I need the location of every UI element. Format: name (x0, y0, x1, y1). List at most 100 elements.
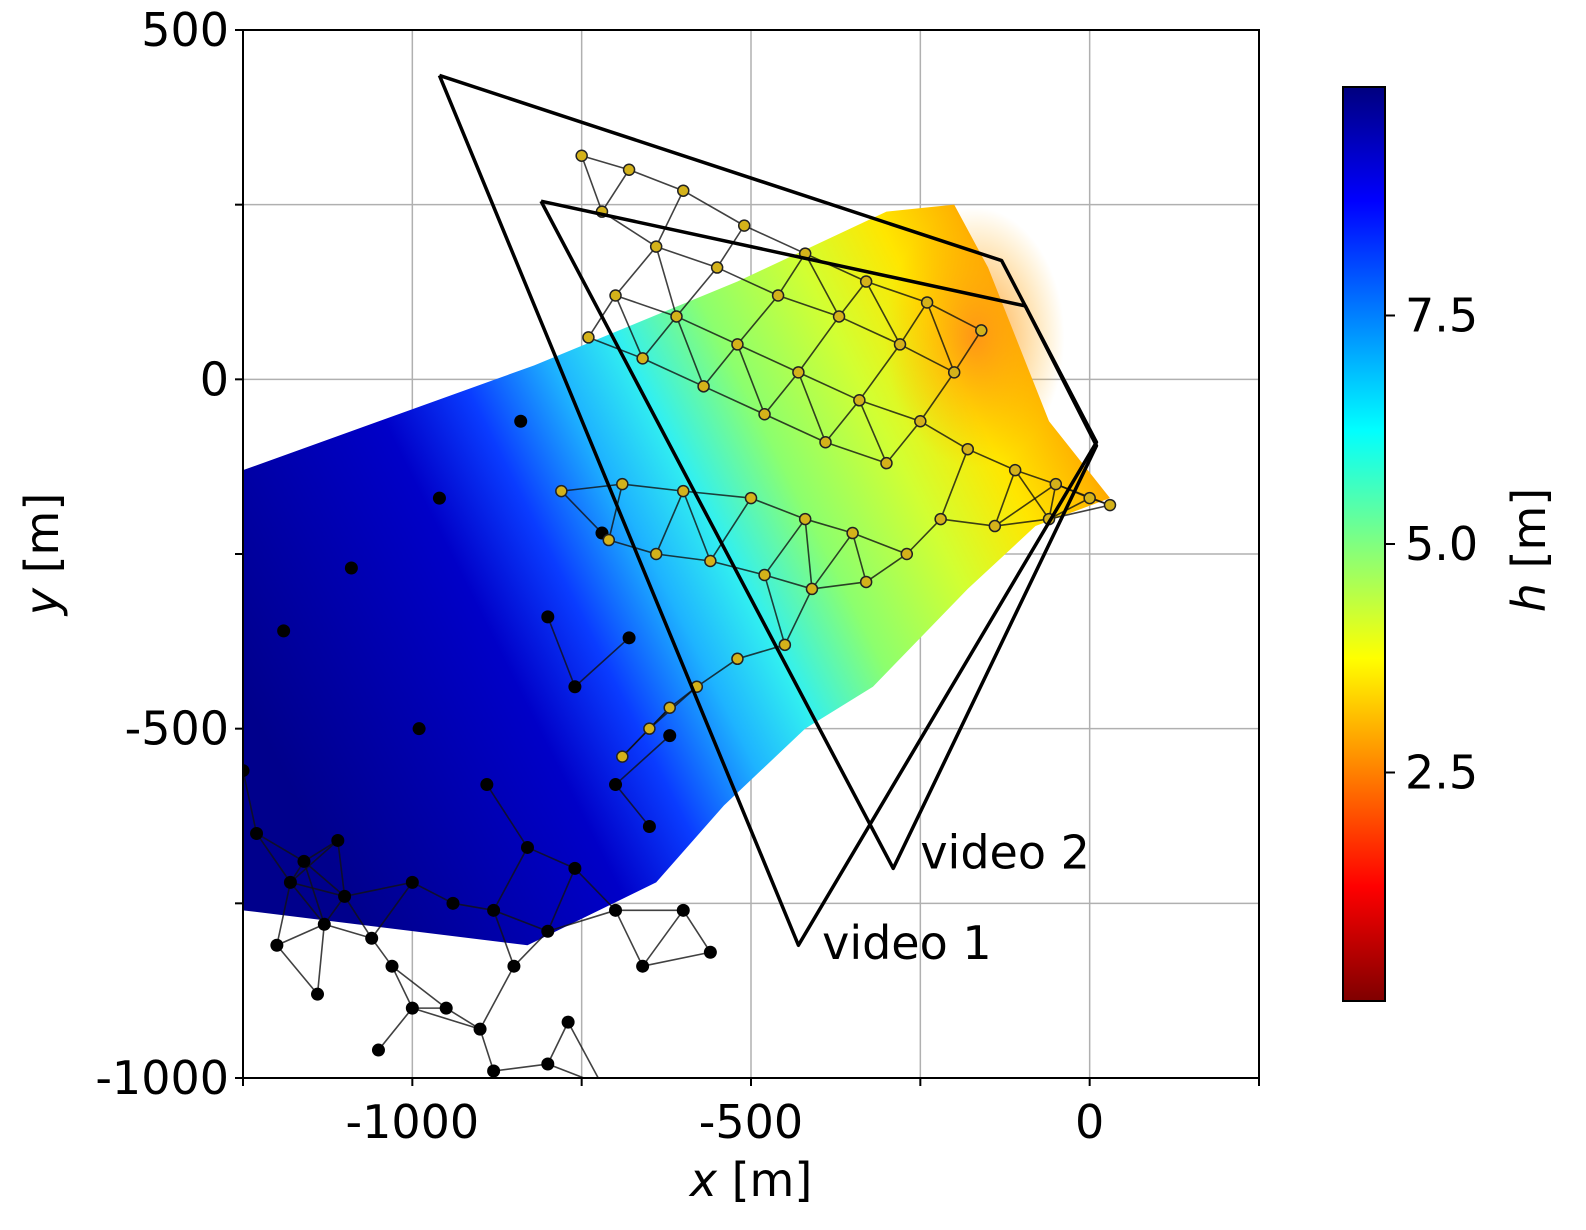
track-segment (337, 840, 346, 897)
shallow-point (832, 310, 846, 323)
track-segment (953, 329, 982, 373)
track-segment (851, 532, 867, 583)
shallow-points (555, 149, 1117, 763)
video-footprints (437, 73, 1099, 948)
track-segment (276, 882, 292, 946)
shallow-point (710, 261, 724, 274)
track-segment (737, 343, 799, 374)
shallow-point (616, 750, 629, 763)
track-segment (777, 294, 840, 318)
deep-point (331, 833, 345, 847)
deep-point (439, 1001, 453, 1015)
track-segment (289, 839, 339, 883)
colorbar: 2.5 5.0 7.5 h [m] (1342, 86, 1556, 1002)
track-segment (479, 965, 515, 1030)
track-segment (316, 924, 326, 995)
track-segment (377, 1007, 413, 1051)
track-segment (825, 441, 887, 464)
colorbar-tick-label: 7.5 (1405, 289, 1478, 343)
track-segment (324, 923, 372, 940)
track-segment (838, 315, 901, 346)
deep-point (243, 764, 250, 778)
track-segment (607, 483, 624, 541)
deep-point (609, 903, 623, 917)
track-segment (452, 902, 494, 912)
track-segment (994, 518, 1050, 527)
shallow-point (771, 289, 785, 302)
track-segment (391, 965, 414, 1009)
track-segment (824, 399, 860, 443)
shallow-point (859, 275, 873, 288)
track-segment (567, 1021, 600, 1078)
shallow-point (670, 310, 683, 323)
shallow-point (961, 442, 974, 456)
shallow-point (609, 289, 622, 302)
shallow-point (914, 415, 927, 428)
shallow-point (859, 575, 873, 589)
track-segment (641, 909, 684, 967)
track-segment (702, 343, 739, 387)
deep-point (473, 1022, 487, 1036)
y-axis-label: y [m] (15, 493, 69, 618)
shallow-point (920, 296, 934, 309)
shallow-point (697, 380, 710, 393)
track-segment (486, 784, 529, 848)
track-segment (547, 616, 576, 688)
track-segment (391, 965, 447, 1009)
y-tick-label: -1000 (95, 1051, 229, 1105)
track-segment (736, 344, 766, 415)
deep-point (520, 840, 534, 854)
x-tick-label: -1000 (345, 1095, 479, 1149)
shallow-point (947, 366, 961, 379)
track-segment (939, 448, 969, 520)
track-segment (574, 637, 630, 688)
track-segment (1014, 469, 1057, 485)
track-segment (811, 581, 867, 590)
shallow-point (819, 435, 832, 449)
track-segment (276, 944, 319, 995)
shallow-point (636, 352, 649, 365)
track-segment (303, 839, 339, 863)
deep-point (270, 938, 284, 952)
track-segment (622, 483, 684, 492)
track-segment (763, 574, 786, 646)
shallow-point (677, 184, 690, 197)
track-segment (642, 357, 704, 388)
track-segment (1048, 504, 1111, 520)
track-segment (858, 399, 888, 464)
track-segment (289, 881, 325, 925)
deep-point (432, 491, 446, 505)
track-segment (804, 252, 867, 283)
deep-point (371, 1043, 385, 1057)
colorbar-gradient (1342, 86, 1386, 1002)
track-segment (655, 190, 684, 247)
x-axis-label: x [m] (688, 1153, 813, 1207)
shallow-point (798, 512, 812, 526)
track-segment (940, 518, 995, 527)
track-segment (513, 930, 549, 967)
shallow-point (616, 477, 629, 491)
deep-point (338, 889, 352, 903)
track-segment (994, 469, 1016, 527)
track-segment (642, 315, 678, 359)
track-segment (371, 881, 413, 939)
shallow-point (649, 547, 663, 561)
track-segment (614, 295, 644, 359)
deep-point (676, 903, 690, 917)
y-tick-label: 0 (200, 352, 229, 406)
x-tick-label: 0 (1075, 1095, 1104, 1149)
track-segment (743, 224, 806, 255)
footprint-label-1: video 1 (822, 916, 992, 970)
shallow-point (1083, 491, 1096, 505)
track-segment (804, 518, 813, 590)
track-segment (926, 301, 982, 332)
shallow-point (737, 219, 751, 232)
deep-point (277, 624, 291, 638)
deep-point (609, 778, 623, 792)
deep-point (507, 959, 521, 973)
shallow-point (880, 456, 893, 470)
shallow-point (1008, 463, 1022, 477)
track-segment (804, 518, 853, 534)
deep-point (642, 819, 656, 833)
track-segment (303, 861, 326, 925)
